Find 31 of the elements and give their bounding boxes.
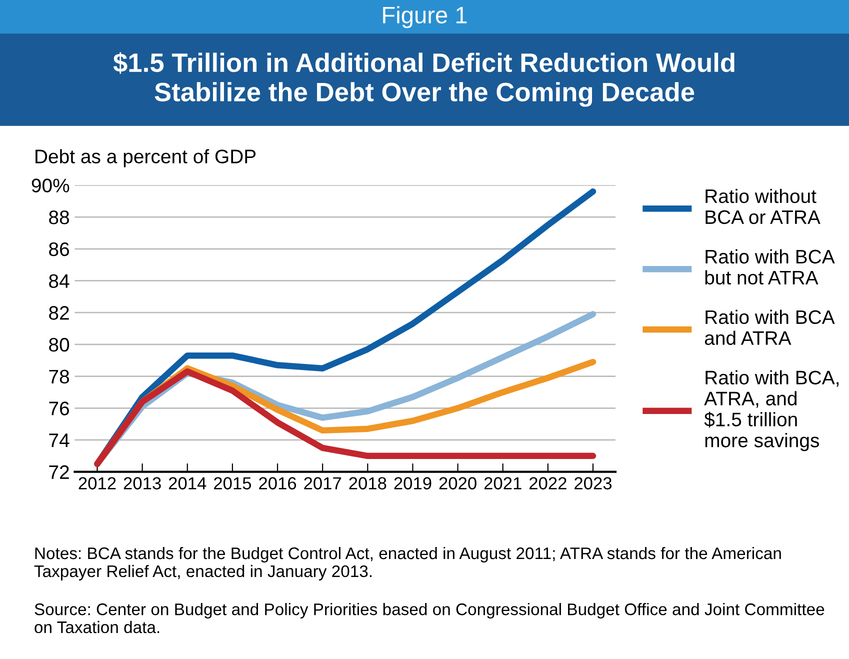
x-tick-label: 2016	[259, 477, 296, 490]
y-axis-title: Debt as a percent of GDP	[36, 149, 256, 168]
chart-subtitle: Figure 1	[383, 6, 467, 28]
source-note: Source: Center on Budget and Policy Priorities based on Congressional Budget Office and Joint Committee on Taxation data.	[34, 602, 824, 634]
x-tick-label: 2015	[214, 477, 252, 490]
x-tick-label: 2022	[529, 477, 566, 490]
legend-label: Ratio with BCA and ATRA	[704, 310, 835, 345]
legend-label: Ratio without BCA or ATRA	[706, 188, 820, 224]
y-tick-label: 76	[49, 402, 69, 416]
x-tick-label: 2020	[439, 477, 476, 490]
x-tick-label: 2018	[349, 477, 386, 490]
y-tick-label: 88	[49, 210, 70, 224]
y-tick-label: 84	[49, 274, 70, 288]
text: Notes: BCA stands for the Budget Control Act, enacted in August 2011; ATRA stands for the American Taxpayer Relief Act, enacted in January 2013.	[34, 546, 781, 580]
x-tick-label: 2017	[304, 477, 342, 490]
x-tick-label: 2013	[124, 477, 161, 490]
x-tick-label: 2012	[78, 477, 116, 490]
y-tick-label: 72	[49, 465, 69, 479]
y-tick-label: 86	[49, 242, 69, 256]
y-tick-label: 82	[49, 306, 69, 320]
y-tick-label: 74	[49, 434, 70, 448]
y-tick-label: 80	[49, 338, 70, 352]
y-tick-label: 78	[49, 370, 70, 384]
legend-label: Ratio with BCA but not ATRA	[705, 249, 835, 285]
chart-title: $1.5 Trillion in Additional Deficit Reduction Would Stabilize the Debt Over the Coming Decade	[113, 52, 734, 107]
x-tick-label: 2023	[574, 477, 612, 490]
x-tick-label: 2021	[484, 477, 522, 490]
legend-label: Ratio with BCA, ATRA, and $1.5 trillion more savings	[704, 370, 839, 452]
x-tick-label: 2014	[168, 477, 206, 490]
x-tick-label: 2019	[394, 477, 432, 490]
y-tick-label: 90%	[32, 178, 70, 192]
